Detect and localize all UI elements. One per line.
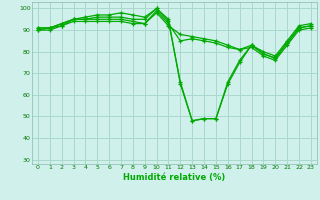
X-axis label: Humidité relative (%): Humidité relative (%) [123, 173, 226, 182]
